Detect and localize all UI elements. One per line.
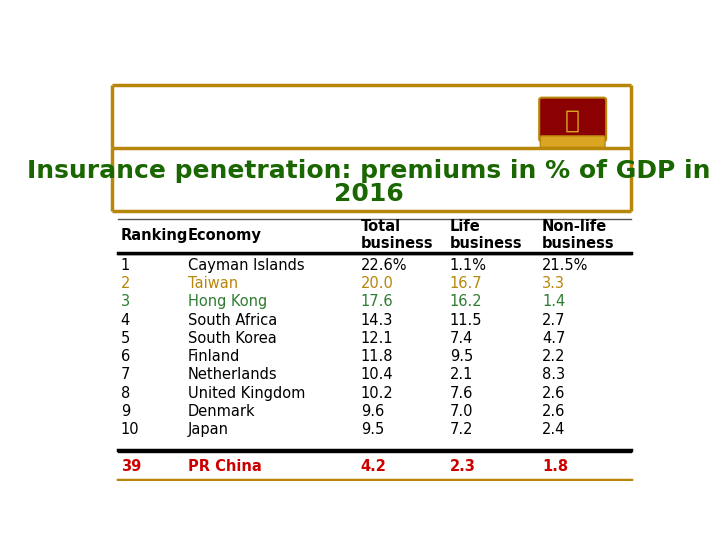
Text: 3: 3 [121,294,130,309]
Text: 9.5: 9.5 [450,349,473,364]
Text: Insurance penetration: premiums in % of GDP in: Insurance penetration: premiums in % of … [27,159,711,183]
Text: 14.3: 14.3 [361,313,393,328]
Text: 7: 7 [121,368,130,382]
Text: Total
business: Total business [361,219,433,252]
Text: 39: 39 [121,460,141,474]
Text: 2.4: 2.4 [542,422,565,437]
Text: 1.8: 1.8 [542,460,568,474]
Text: South Africa: South Africa [188,313,277,328]
Text: 7.4: 7.4 [450,331,473,346]
Text: 10.4: 10.4 [361,368,393,382]
Text: 11.8: 11.8 [361,349,393,364]
Text: 9.5: 9.5 [361,422,384,437]
Text: 10: 10 [121,422,139,437]
Text: 16.2: 16.2 [450,294,482,309]
Text: Economy: Economy [188,228,261,243]
Text: 17.6: 17.6 [361,294,393,309]
Text: 9.6: 9.6 [361,404,384,419]
Text: Non-life
business: Non-life business [542,219,615,252]
Text: 1.4: 1.4 [542,294,565,309]
Text: 11.5: 11.5 [450,313,482,328]
Text: Finland: Finland [188,349,240,364]
Text: 2.7: 2.7 [542,313,565,328]
Text: 6: 6 [121,349,130,364]
Text: 4.7: 4.7 [542,331,565,346]
Text: Denmark: Denmark [188,404,256,419]
Text: 4: 4 [121,313,130,328]
FancyBboxPatch shape [540,136,605,147]
Text: ᚫ: ᚫ [565,109,580,132]
Text: PR China: PR China [188,460,261,474]
Text: Life
business: Life business [450,219,523,252]
Text: 2.2: 2.2 [542,349,565,364]
Text: 16.7: 16.7 [450,276,482,291]
Text: 8: 8 [121,386,130,401]
Text: 5: 5 [121,331,130,346]
Text: 10.2: 10.2 [361,386,393,401]
Text: Ranking: Ranking [121,228,188,243]
Text: 7.2: 7.2 [450,422,474,437]
Text: 7.0: 7.0 [450,404,474,419]
Text: Japan: Japan [188,422,229,437]
Text: 22.6%: 22.6% [361,258,407,273]
Text: 7.6: 7.6 [450,386,473,401]
Text: 8.3: 8.3 [542,368,565,382]
Text: 20.0: 20.0 [361,276,394,291]
Text: 2.3: 2.3 [450,460,476,474]
Text: Taiwan: Taiwan [188,276,238,291]
Text: 2.6: 2.6 [542,386,565,401]
Text: Hong Kong: Hong Kong [188,294,267,309]
Text: Netherlands: Netherlands [188,368,277,382]
Text: United Kingdom: United Kingdom [188,386,305,401]
Text: 3.3: 3.3 [542,276,565,291]
Text: 1.1%: 1.1% [450,258,487,273]
Text: 21.5%: 21.5% [542,258,588,273]
FancyBboxPatch shape [539,98,606,141]
Text: 2016: 2016 [334,181,404,206]
Text: South Korea: South Korea [188,331,276,346]
Text: 2.1: 2.1 [450,368,473,382]
Text: Cayman Islands: Cayman Islands [188,258,305,273]
Text: 4.2: 4.2 [361,460,387,474]
Text: 9: 9 [121,404,130,419]
Text: 12.1: 12.1 [361,331,393,346]
Text: 2: 2 [121,276,130,291]
Text: 2.6: 2.6 [542,404,565,419]
Text: 1: 1 [121,258,130,273]
